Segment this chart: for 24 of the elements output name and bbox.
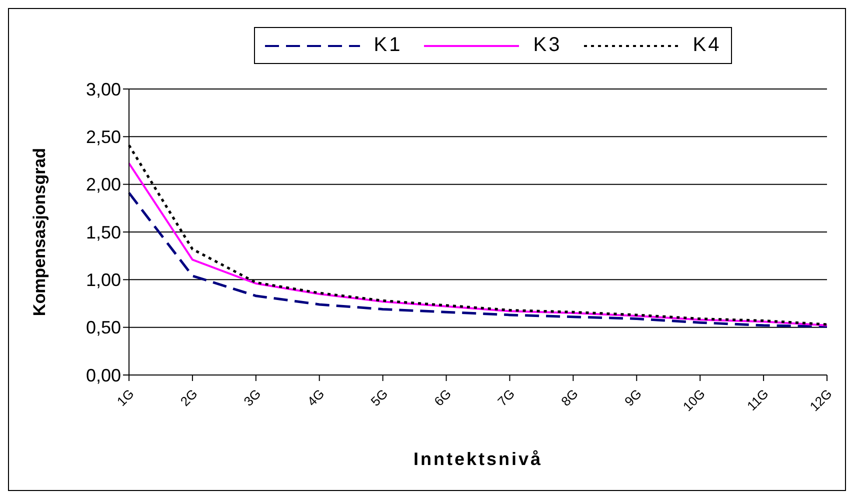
- x-tick-label: 11G: [744, 386, 772, 414]
- x-tick-label: 6G: [431, 386, 454, 410]
- legend-label: K3: [533, 34, 562, 57]
- x-tick-label: 1G: [114, 386, 137, 410]
- y-tick-label: 2,50: [86, 127, 121, 148]
- x-tick-label: 5G: [368, 386, 391, 410]
- x-tick-label: 4G: [304, 386, 328, 410]
- x-tick-label: 9G: [622, 386, 644, 410]
- x-tick-label: 3G: [240, 386, 264, 410]
- y-tick-label: 1,00: [86, 270, 121, 290]
- y-axis-title: Kompensasjonsgrad: [30, 148, 50, 316]
- x-tick-label: 8G: [558, 386, 581, 410]
- y-tick-label: 0,00: [86, 365, 121, 386]
- y-tick-label: 1,50: [86, 222, 121, 242]
- y-tick-label: 3,00: [86, 79, 121, 100]
- legend-label: K4: [692, 34, 722, 57]
- y-tick-label: 0,50: [86, 318, 121, 338]
- x-tick-label: 12G: [806, 386, 835, 414]
- x-tick-label: 7G: [494, 386, 518, 410]
- x-tick-label: 10G: [680, 386, 708, 414]
- y-tick-label: 2,00: [86, 174, 121, 195]
- legend-label: K1: [374, 34, 402, 57]
- x-tick-label: 2G: [177, 386, 200, 410]
- x-axis-title: Inntektsnivå: [413, 449, 543, 469]
